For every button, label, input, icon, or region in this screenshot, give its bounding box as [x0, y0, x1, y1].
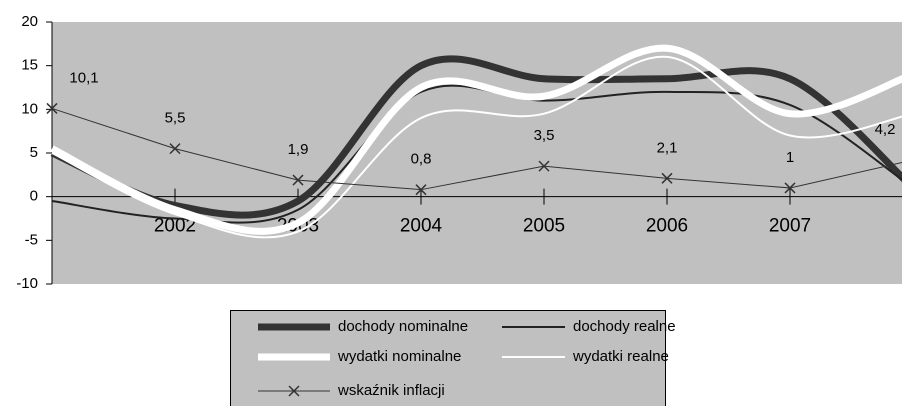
data-label: 1 — [786, 149, 794, 166]
marker — [169, 143, 181, 155]
x-tick-label: 2002 — [154, 216, 196, 237]
x-tick-label: 2005 — [523, 216, 565, 237]
marker — [292, 174, 304, 186]
series-line — [51, 107, 902, 191]
marker — [661, 172, 673, 184]
y-tick-label: 0 — [30, 188, 38, 205]
marker-cross — [784, 182, 796, 194]
data-label: 5,5 — [165, 110, 186, 127]
y-tick-label: 20 — [21, 13, 38, 30]
series-line — [51, 55, 902, 239]
x-tick-label: 2006 — [646, 216, 688, 237]
marker — [46, 102, 58, 114]
marker-cross — [46, 102, 58, 114]
y-tick-label: 10 — [21, 100, 38, 117]
data-label: 4,2 — [875, 121, 896, 138]
marker — [538, 160, 550, 172]
legend-label: wskaźnik inflacji — [337, 382, 445, 399]
y-tick-label: 5 — [30, 144, 38, 161]
y-tick-label: -5 — [25, 231, 38, 248]
legend-label: wydatki nominalne — [337, 348, 461, 365]
legend-label: dochody nominalne — [338, 318, 468, 335]
y-tick-label: -10 — [16, 275, 38, 292]
legend-marker — [288, 385, 300, 397]
series-line — [50, 55, 902, 219]
y-tick-label: 15 — [21, 57, 38, 74]
marker-cross — [661, 172, 673, 184]
x-tick-label: 2007 — [769, 216, 811, 237]
marker-cross — [415, 184, 427, 196]
legend-label: wydatki realne — [572, 348, 669, 365]
x-tick-label: 2004 — [400, 216, 443, 237]
series-line — [50, 44, 902, 235]
legend-label: dochody realne — [573, 318, 676, 335]
data-label: 3,5 — [534, 127, 555, 144]
data-label: 0,8 — [411, 151, 432, 168]
marker-cross — [292, 174, 304, 186]
data-label: 10,1 — [69, 69, 98, 86]
data-label: 2,1 — [657, 139, 678, 156]
marker — [784, 182, 796, 194]
marker-cross — [169, 143, 181, 155]
data-label: 1,9 — [288, 141, 309, 158]
marker — [415, 184, 427, 196]
marker-cross — [538, 160, 550, 172]
